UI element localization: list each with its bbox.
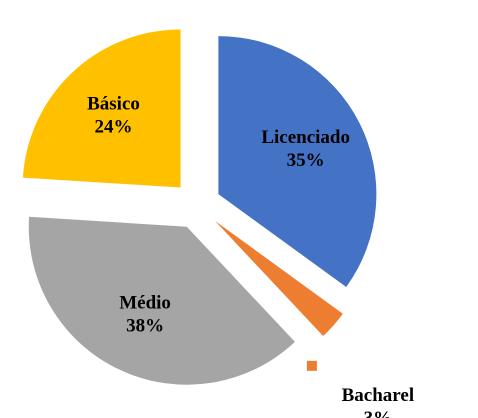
pie-slice [218,36,377,287]
slice-value-label: 3% [364,408,393,418]
pie-slice [22,29,181,188]
slice-label: Bacharel [342,385,414,406]
pie-slice [215,220,343,337]
legend-key [306,360,317,371]
slice-label: Básico [87,93,140,114]
slice-label: Médio [119,293,171,314]
slice-value-label: 35% [287,150,325,171]
slice-value-label: 24% [95,116,133,137]
slice-label: Licenciado [261,127,350,148]
slice-value-label: 38% [126,316,164,337]
pie-slice [28,216,295,385]
